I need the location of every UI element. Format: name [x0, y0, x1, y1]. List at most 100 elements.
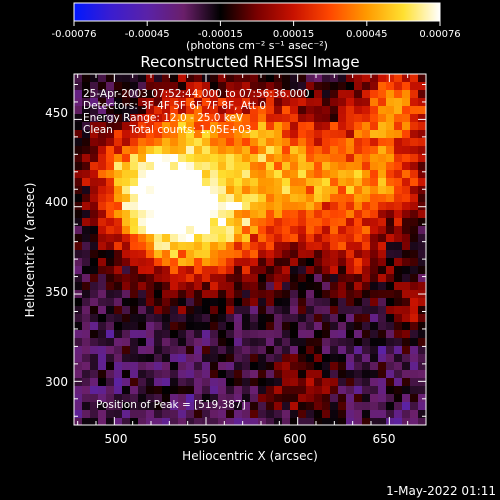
flux-pixel [394, 402, 402, 410]
flux-pixel [226, 362, 234, 370]
flux-pixel [98, 130, 106, 138]
flux-pixel [418, 82, 426, 90]
axis-ticks [74, 74, 427, 425]
flux-pixel [290, 402, 298, 410]
flux-pixel [274, 330, 282, 338]
flux-pixel [106, 242, 114, 250]
flux-pixel [202, 106, 210, 114]
flux-pixel [266, 146, 274, 154]
flux-pixel [90, 410, 98, 418]
flux-pixel [146, 258, 154, 266]
flux-pixel [82, 122, 90, 130]
flux-pixel [410, 90, 418, 98]
flux-pixel [346, 74, 354, 82]
plot-title: Reconstructed RHESSI Image [140, 53, 359, 71]
flux-pixel [362, 242, 370, 250]
flux-pixel [258, 82, 266, 90]
flux-pixel [154, 402, 162, 410]
flux-pixel [266, 242, 274, 250]
flux-pixel [418, 202, 426, 210]
flux-pixel [306, 178, 314, 186]
flux-pixel [226, 266, 234, 274]
flux-pixel [98, 322, 106, 330]
flux-pixel [162, 418, 170, 425]
flux-pixel [170, 282, 178, 290]
flux-pixel [402, 138, 410, 146]
flux-pixel [354, 146, 362, 154]
flux-pixel [402, 146, 410, 154]
flux-pixel [258, 122, 266, 130]
flux-pixel [410, 74, 418, 82]
flux-pixel [98, 282, 106, 290]
flux-pixel [338, 162, 346, 170]
flux-pixel [178, 234, 186, 242]
flux-pixel [386, 250, 394, 258]
flux-pixel [282, 282, 290, 290]
flux-pixel [162, 138, 170, 146]
flux-pixel [378, 210, 386, 218]
flux-pixel [314, 218, 322, 226]
flux-pixel [322, 106, 330, 114]
flux-pixel [258, 226, 266, 234]
flux-pixel [146, 146, 154, 154]
flux-pixel [234, 162, 242, 170]
flux-pixel [130, 130, 138, 138]
flux-pixel [362, 154, 370, 162]
flux-pixel [378, 106, 386, 114]
flux-pixel [194, 354, 202, 362]
flux-pixel [258, 202, 266, 210]
flux-pixel [210, 378, 218, 386]
flux-pixel [290, 98, 298, 106]
flux-pixel [178, 250, 186, 258]
flux-pixel [218, 98, 226, 106]
flux-pixel [82, 146, 90, 154]
flux-pixel [178, 170, 186, 178]
flux-pixel [130, 402, 138, 410]
flux-pixel [178, 314, 186, 322]
flux-pixel [274, 98, 282, 106]
flux-pixel [234, 378, 242, 386]
flux-pixel [330, 234, 338, 242]
flux-pixel [362, 122, 370, 130]
flux-pixel [362, 186, 370, 194]
flux-pixel [234, 130, 242, 138]
flux-pixel [186, 250, 194, 258]
flux-pixel [154, 242, 162, 250]
flux-pixel [154, 146, 162, 154]
flux-pixel [98, 274, 106, 282]
flux-pixel [370, 146, 378, 154]
flux-pixel [226, 394, 234, 402]
flux-pixel [298, 106, 306, 114]
flux-pixel [322, 322, 330, 330]
flux-pixel [282, 82, 290, 90]
flux-pixel [106, 130, 114, 138]
flux-pixel [90, 370, 98, 378]
flux-pixel [282, 394, 290, 402]
flux-pixel [114, 194, 122, 202]
flux-pixel [114, 114, 122, 122]
flux-pixel [266, 114, 274, 122]
flux-pixel [106, 322, 114, 330]
flux-pixel [226, 162, 234, 170]
flux-pixel [306, 154, 314, 162]
flux-pixel [314, 394, 322, 402]
flux-pixel [362, 74, 370, 82]
flux-pixel [370, 90, 378, 98]
flux-pixel [298, 138, 306, 146]
flux-pixel [266, 194, 274, 202]
flux-pixel [218, 170, 226, 178]
flux-pixel [242, 138, 250, 146]
flux-pixel [314, 378, 322, 386]
flux-pixel [146, 114, 154, 122]
flux-pixel [258, 346, 266, 354]
flux-pixel [194, 98, 202, 106]
flux-pixel [322, 418, 330, 425]
flux-pixel [130, 378, 138, 386]
flux-pixel [210, 146, 218, 154]
flux-pixel [306, 330, 314, 338]
flux-pixel [242, 322, 250, 330]
flux-pixel [258, 338, 266, 346]
flux-pixel [338, 386, 346, 394]
flux-pixel [170, 218, 178, 226]
flux-pixel [258, 306, 266, 314]
